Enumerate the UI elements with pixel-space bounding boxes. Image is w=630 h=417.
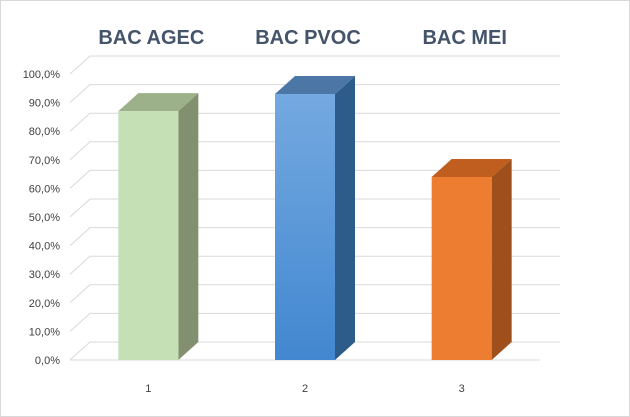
- bar-title: BAC AGEC: [98, 27, 204, 49]
- x-axis-categories: 1 2 3: [145, 383, 464, 395]
- gridline: [69, 141, 560, 161]
- gridline: [69, 255, 560, 275]
- bar-titles: BAC AGEC BAC PVOC BAC MEI: [98, 27, 507, 49]
- bar-side: [178, 93, 199, 361]
- y-tick-label: 0,0%: [35, 355, 60, 367]
- x-category-label: 2: [302, 383, 308, 395]
- y-tick-label: 10,0%: [29, 326, 60, 338]
- bar-side: [491, 158, 512, 360]
- y-tick-label: 20,0%: [29, 298, 60, 310]
- bars: [118, 76, 512, 361]
- bar-title: BAC PVOC: [255, 27, 361, 49]
- y-tick-label: 70,0%: [29, 155, 60, 167]
- bar-top: [118, 93, 199, 112]
- bar-front: [118, 111, 179, 361]
- gridline: [69, 341, 560, 361]
- y-tick-label: 60,0%: [29, 183, 60, 195]
- y-axis-ticks: 0,0% 10,0% 20,0% 30,0% 40,0% 50,0% 60,0% 70,0% 8…: [23, 69, 61, 367]
- x-category-label: 3: [459, 383, 465, 395]
- y-tick-label: 100,0%: [23, 69, 61, 81]
- y-tick-label: 40,0%: [29, 241, 60, 253]
- bar-front: [275, 94, 335, 361]
- bar-top: [275, 76, 355, 95]
- y-tick-label: 90,0%: [29, 98, 60, 110]
- y-tick-label: 50,0%: [29, 212, 60, 224]
- x-category-label: 1: [145, 383, 151, 395]
- y-tick-label: 30,0%: [29, 269, 60, 281]
- gridline: [69, 112, 560, 132]
- bar-side: [335, 76, 355, 361]
- y-tick-label: 80,0%: [29, 126, 60, 138]
- bar: [118, 93, 199, 361]
- gridline: [69, 84, 560, 103]
- gridlines: [69, 55, 560, 361]
- bar-top: [431, 158, 512, 177]
- gridline: [69, 312, 560, 332]
- gridline: [69, 55, 560, 75]
- bar: [275, 76, 355, 361]
- gridline: [69, 227, 560, 246]
- bar: [431, 158, 512, 360]
- gridline: [69, 198, 560, 218]
- gridline: [69, 169, 560, 189]
- bar-title: BAC MEI: [422, 27, 506, 49]
- bar-front: [431, 176, 492, 360]
- gridline: [69, 284, 560, 304]
